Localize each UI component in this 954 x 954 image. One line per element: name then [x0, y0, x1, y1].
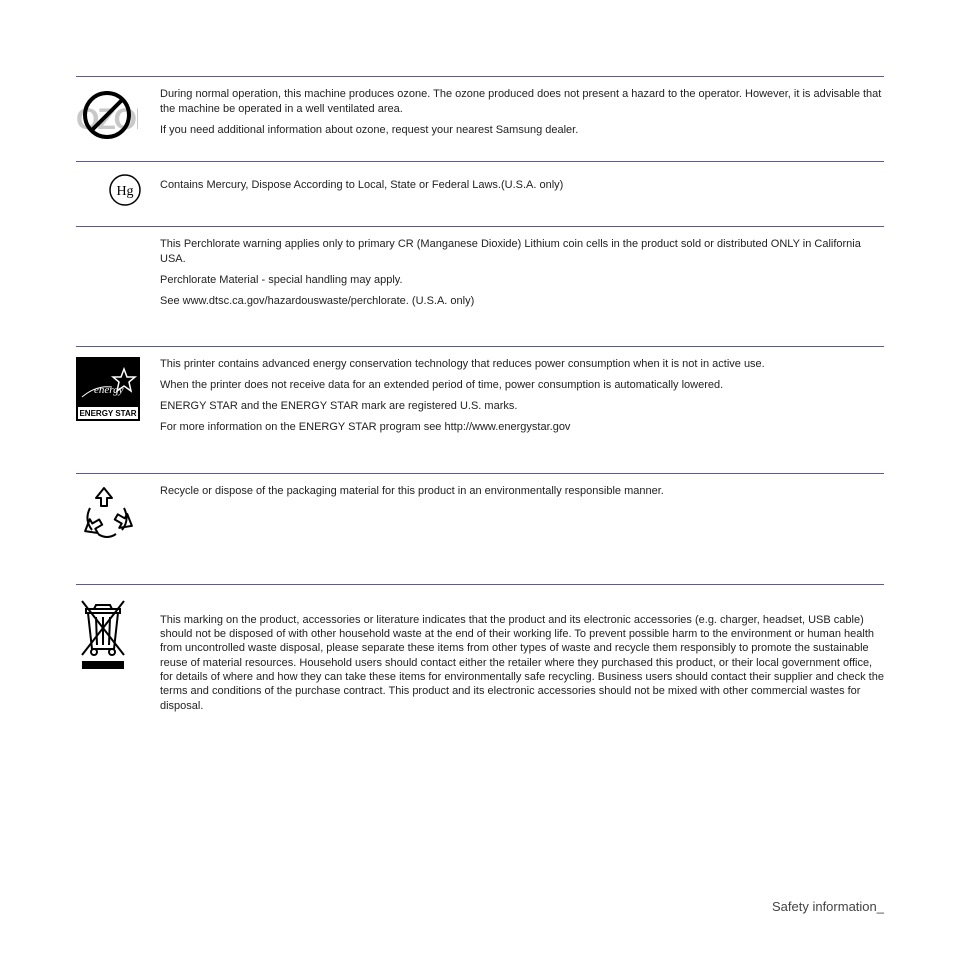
weee-icon	[76, 595, 160, 675]
energystar-p4: For more information on the ENERGY STAR …	[160, 420, 884, 435]
section-energystar: energy ENERGY STAR This printer contains…	[76, 346, 884, 452]
recycle-p1: Recycle or dispose of the packaging mate…	[160, 484, 884, 499]
section-recycle: Recycle or dispose of the packaging mate…	[76, 473, 884, 564]
svg-text:Hg: Hg	[116, 184, 133, 199]
energystar-p1: This printer contains advanced energy co…	[160, 357, 884, 372]
recycle-text: Recycle or dispose of the packaging mate…	[160, 484, 884, 499]
recycle-icon	[76, 484, 160, 546]
perchlorate-p2: Perchlorate Material - special handling …	[160, 273, 884, 288]
perchlorate-p3: See www.dtsc.ca.gov/hazardouswaste/perch…	[160, 294, 884, 309]
ozone-p1: During normal operation, this machine pr…	[160, 87, 884, 117]
section-ozone: OZONE During normal operation, this mach…	[76, 76, 884, 161]
mercury-p1: Contains Mercury, Dispose According to L…	[160, 178, 884, 193]
energystar-p2: When the printer does not receive data f…	[160, 378, 884, 393]
energystar-text: This printer contains advanced energy co…	[160, 357, 884, 434]
section-mercury: Hg Contains Mercury, Dispose According t…	[76, 161, 884, 226]
weee-p1: This marking on the product, accessories…	[160, 613, 884, 713]
perchlorate-text: This Perchlorate warning applies only to…	[160, 237, 884, 308]
weee-text: This marking on the product, accessories…	[160, 595, 884, 713]
svg-text:ENERGY STAR: ENERGY STAR	[79, 409, 136, 418]
page-footer: Safety information_	[772, 899, 884, 914]
perchlorate-p1: This Perchlorate warning applies only to…	[160, 237, 884, 267]
ozone-text: During normal operation, this machine pr…	[160, 87, 884, 138]
section-weee: This marking on the product, accessories…	[76, 584, 884, 713]
ozone-icon: OZONE	[76, 87, 160, 143]
energystar-p3: ENERGY STAR and the ENERGY STAR mark are…	[160, 399, 884, 414]
section-perchlorate: This Perchlorate warning applies only to…	[76, 226, 884, 326]
mercury-text: Contains Mercury, Dispose According to L…	[160, 172, 884, 193]
ozone-p2: If you need additional information about…	[160, 123, 884, 138]
mercury-icon: Hg	[76, 172, 160, 208]
energy-star-icon: energy ENERGY STAR	[76, 357, 160, 421]
